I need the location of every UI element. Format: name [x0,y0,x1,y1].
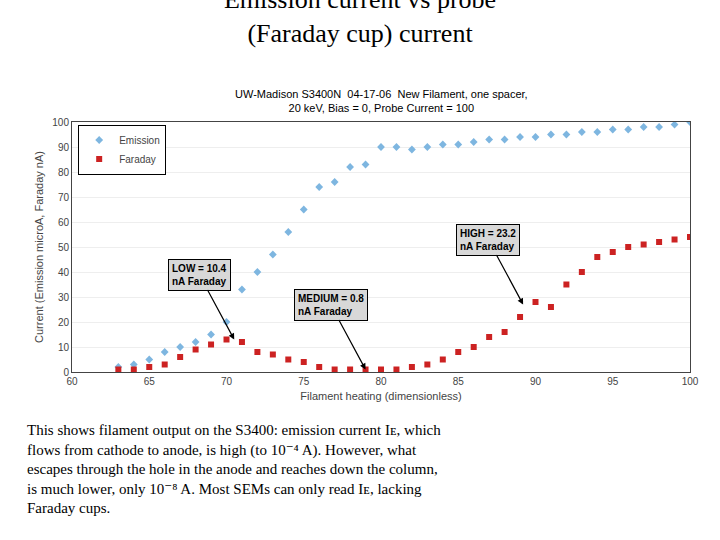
svg-text:50: 50 [58,242,70,253]
svg-text:20: 20 [58,317,70,328]
svg-text:Emission current vs probe(Fara: Emission current vs probe(Faraday cup) c… [224,0,496,48]
svg-text:This shows filament output on: This shows filament output on the S3400:… [27,422,441,516]
svg-text:HIGH = 23.2nA Faraday: HIGH = 23.2nA Faraday [460,228,516,252]
svg-text:60: 60 [66,376,78,387]
svg-text:90: 90 [58,142,70,153]
svg-text:65: 65 [144,376,156,387]
svg-text:90: 90 [530,376,542,387]
svg-text:Faraday: Faraday [119,154,156,165]
svg-text:95: 95 [607,376,619,387]
svg-text:100: 100 [52,117,69,128]
svg-text:LOW = 10.4nA Faraday: LOW = 10.4nA Faraday [172,263,227,287]
svg-text:Current (Emission microA, Fara: Current (Emission microA, Faraday nA) [33,151,45,343]
svg-text:80: 80 [58,167,70,178]
svg-text:MEDIUM = 0.8nA Faraday: MEDIUM = 0.8nA Faraday [298,293,364,317]
svg-text:85: 85 [453,376,465,387]
svg-text:Emission: Emission [119,135,160,146]
svg-text:0: 0 [63,367,69,378]
svg-text:Filament heating (dimensionles: Filament heating (dimensionless) [300,390,461,402]
svg-text:60: 60 [58,217,70,228]
svg-text:30: 30 [58,292,70,303]
svg-text:75: 75 [298,376,310,387]
svg-text:70: 70 [221,376,233,387]
svg-text:80: 80 [375,376,387,387]
svg-text:100: 100 [682,376,699,387]
svg-text:10: 10 [58,342,70,353]
svg-text:40: 40 [58,267,70,278]
svg-text:70: 70 [58,192,70,203]
svg-text:UW-Madison S3400N 04-17-06 N: UW-Madison S3400N 04-17-06 New Filament,… [235,88,528,114]
